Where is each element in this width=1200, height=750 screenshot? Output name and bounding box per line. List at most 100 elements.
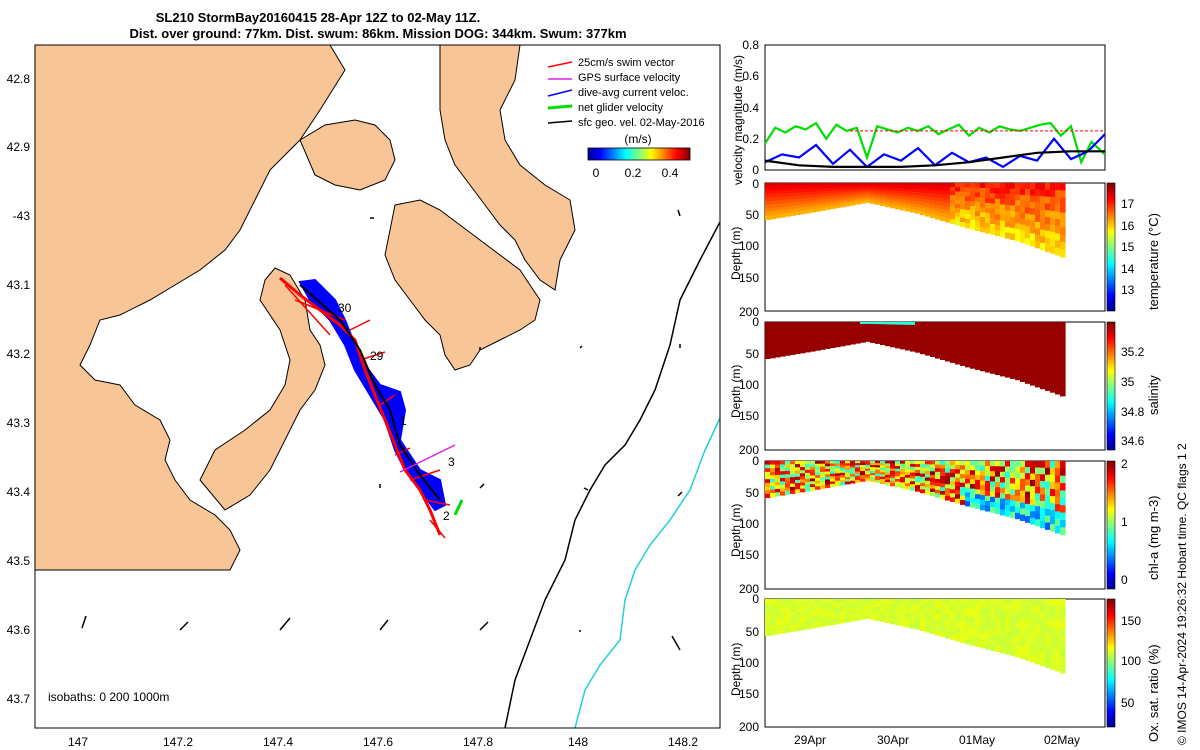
section-cell <box>815 185 821 190</box>
section-cell <box>930 196 936 201</box>
section-cell <box>975 613 981 619</box>
section-cell <box>795 464 801 468</box>
section-cell <box>970 474 976 480</box>
section-cell <box>1040 500 1046 509</box>
section-cell <box>795 599 801 603</box>
section-cell <box>765 479 771 484</box>
section-cell <box>1020 646 1026 653</box>
section-cell <box>980 470 986 477</box>
section-cell <box>835 613 841 617</box>
section-cell <box>775 606 781 611</box>
section-cell <box>995 630 1001 637</box>
section-cell <box>920 331 926 336</box>
section-cell <box>1010 194 1016 201</box>
section-cell <box>820 477 826 481</box>
section-cell <box>875 332 881 336</box>
section-cell <box>765 620 771 626</box>
section-cell <box>880 198 886 202</box>
section-cell <box>1005 615 1011 622</box>
section-cell <box>975 340 981 347</box>
section-cell <box>1050 211 1056 219</box>
section-cell <box>805 342 811 347</box>
section-cell <box>840 322 846 325</box>
section-cell <box>1025 461 1031 468</box>
section-cell <box>910 622 916 626</box>
section-cell <box>850 193 856 197</box>
section-cell <box>1005 333 1011 340</box>
section-cell <box>1055 183 1061 191</box>
section-cell <box>1040 625 1046 633</box>
section-cell <box>840 465 846 469</box>
section-cell <box>785 628 791 633</box>
chla-cb-tick: 0 <box>1121 573 1128 587</box>
section-cell <box>795 489 801 493</box>
section-cell <box>1030 461 1036 468</box>
section-cell <box>1045 196 1051 205</box>
section-cell <box>945 602 951 608</box>
section-cell <box>825 190 831 195</box>
section-cell <box>850 185 856 188</box>
section-cell <box>815 322 821 326</box>
section-cell <box>785 186 791 191</box>
section-cell <box>865 196 871 199</box>
temp-ytick: 100 <box>739 239 759 253</box>
section-cell <box>810 191 816 196</box>
section-cell <box>855 479 861 483</box>
section-cell <box>860 199 866 202</box>
section-cell <box>765 475 771 480</box>
section-cell <box>820 199 826 203</box>
section-cell <box>1015 466 1021 474</box>
section-cell <box>1010 372 1016 379</box>
section-cell <box>990 337 996 344</box>
section-cell <box>775 322 781 327</box>
section-cell <box>810 481 816 485</box>
section-cell <box>825 188 831 192</box>
section-cell <box>865 188 871 192</box>
section-cell <box>810 625 816 629</box>
section-cell <box>890 608 896 612</box>
section-cell <box>980 197 986 204</box>
section-cell <box>870 479 876 482</box>
section-cell <box>920 476 926 481</box>
section-cell <box>895 481 901 485</box>
section-cell <box>795 325 801 329</box>
section-cell <box>800 479 806 484</box>
section-cell <box>935 489 941 494</box>
section-cell <box>1055 599 1061 607</box>
section-cell <box>905 610 911 614</box>
section-cell <box>955 195 961 201</box>
section-cell <box>1005 483 1011 490</box>
section-cell <box>865 329 871 333</box>
section-cell <box>970 626 976 632</box>
section-cell <box>770 350 776 355</box>
section-cell <box>995 343 1001 349</box>
section-cell <box>1055 204 1061 213</box>
map-colorbar-tick-0: 0 <box>593 166 600 180</box>
section-cell <box>815 341 821 346</box>
section-cell <box>910 481 916 485</box>
section-cell <box>900 332 906 336</box>
map-ytick: 42.8 <box>7 72 31 86</box>
section-cell <box>1000 370 1006 377</box>
section-colorbar <box>1106 182 1116 312</box>
section-cell <box>925 209 931 214</box>
section-cell <box>965 465 971 471</box>
section-cell <box>900 346 906 350</box>
section-cell <box>925 183 931 187</box>
sal-ytick: 0 <box>752 315 759 329</box>
section-cell <box>805 200 811 205</box>
section-cell <box>1060 205 1066 214</box>
section-cell <box>895 329 901 333</box>
section-cell <box>965 200 971 206</box>
section-cell <box>890 616 896 620</box>
section-cell <box>825 468 831 473</box>
section-cell <box>1035 354 1041 362</box>
section-cell <box>805 183 811 187</box>
section-cell <box>890 601 896 605</box>
chla-cb-tick: 2 <box>1121 457 1128 471</box>
section-cell <box>770 493 776 498</box>
section-cell <box>885 475 891 479</box>
section-cell <box>1030 624 1036 632</box>
section-cell <box>990 634 996 641</box>
section-cell <box>955 603 961 608</box>
